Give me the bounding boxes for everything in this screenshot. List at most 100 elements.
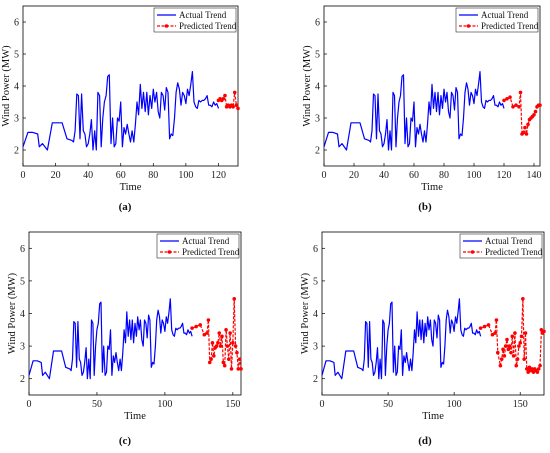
- predicted-point: [524, 132, 529, 136]
- panel-label: (a): [119, 201, 132, 213]
- y-tick-label: 2: [20, 374, 25, 385]
- predicted-point: [521, 130, 526, 135]
- predicted-point: [518, 341, 523, 345]
- predicted-point: [523, 125, 527, 130]
- x-tick-label: 120: [497, 170, 512, 181]
- predicted-point: [501, 347, 505, 352]
- predicted-point: [236, 367, 241, 371]
- y-axis-label: Wind Power (MW): [300, 272, 311, 354]
- predicted-point: [205, 331, 209, 335]
- predicted-point: [502, 354, 507, 358]
- legend-entry: Actual Trend: [481, 10, 529, 20]
- predicted-point: [224, 328, 228, 332]
- predicted-point: [494, 318, 499, 322]
- panel-c: 2 3 4 5 6 0 50 100 150 Time Wind Power (MW) Actual …: [7, 231, 243, 447]
- predicted-point: [221, 97, 226, 101]
- predicted-point: [216, 341, 220, 345]
- predicted-point: [226, 357, 231, 361]
- x-tick-label: 0: [322, 170, 327, 181]
- predicted-point: [210, 341, 215, 345]
- legend-box: [153, 7, 237, 33]
- predicted-point: [502, 98, 506, 103]
- x-tick-label: 100: [178, 170, 193, 181]
- y-tick-label: 2: [14, 146, 19, 157]
- predicted-point: [503, 344, 508, 348]
- panel-label: (b): [418, 201, 432, 213]
- predicted-point: [235, 350, 239, 355]
- predicted-point: [206, 318, 211, 322]
- x-tick-label: 20: [51, 170, 61, 181]
- panel-label: (d): [418, 435, 432, 447]
- predicted-point: [527, 365, 532, 370]
- predicted-point: [490, 332, 495, 337]
- legend-marker: [164, 24, 169, 28]
- predicted-point: [514, 103, 518, 107]
- x-tick-label: 0: [27, 399, 32, 410]
- predicted-point: [522, 357, 526, 361]
- series-line-actual: [321, 298, 482, 380]
- predicted-point: [214, 344, 219, 348]
- x-tick-label: 60: [116, 170, 126, 181]
- predicted-point: [482, 324, 487, 329]
- legend-entry: Predicted Trend: [182, 247, 240, 257]
- y-tick-label: 6: [14, 18, 19, 29]
- predicted-point: [542, 329, 546, 334]
- predicted-point: [521, 297, 525, 301]
- x-tick-label: 100: [467, 170, 482, 181]
- predicted-point: [538, 363, 542, 368]
- x-tick-label: 150: [225, 399, 240, 410]
- x-axis-label: Time: [422, 411, 444, 422]
- predicted-point: [202, 332, 207, 337]
- y-tick-label: 3: [315, 114, 320, 125]
- predicted-point: [515, 357, 520, 361]
- x-tick-label: 150: [513, 399, 528, 410]
- x-tick-label: 100: [157, 399, 172, 410]
- predicted-point: [232, 297, 237, 301]
- predicted-point: [506, 347, 511, 352]
- panel-d: 2 3 4 5 6 0 50 100 150 Time Wind Power (MW) Actual …: [300, 231, 546, 447]
- series-line-actual: [22, 70, 220, 151]
- x-tick-label: 0: [21, 170, 26, 181]
- x-tick-label: 50: [92, 399, 102, 410]
- predicted-point: [231, 341, 235, 345]
- predicted-point: [209, 357, 213, 361]
- predicted-point: [190, 326, 194, 330]
- y-tick-label: 4: [313, 309, 318, 320]
- predicted-point: [526, 370, 530, 374]
- x-tick-label: 80: [148, 170, 158, 181]
- y-tick-label: 5: [20, 276, 25, 287]
- predicted-point: [538, 103, 542, 107]
- predicted-point: [221, 360, 226, 365]
- x-tick-label: 60: [409, 170, 419, 181]
- predicted-point: [234, 103, 239, 107]
- predicted-point: [236, 106, 240, 111]
- predicted-point: [525, 367, 529, 371]
- x-tick-label: 40: [379, 170, 389, 181]
- predicted-point: [509, 350, 513, 355]
- y-tick-label: 5: [313, 276, 318, 287]
- predicted-point: [217, 331, 222, 335]
- y-tick-label: 6: [20, 244, 25, 255]
- predicted-point: [222, 363, 227, 368]
- y-tick-label: 3: [313, 342, 318, 353]
- y-tick-label: 2: [315, 146, 320, 157]
- predicted-point: [478, 326, 483, 330]
- predicted-point: [218, 344, 223, 348]
- x-tick-label: 20: [349, 170, 359, 181]
- predicted-point: [493, 331, 497, 335]
- x-axis-label: Time: [120, 182, 142, 193]
- predicted-point: [507, 344, 512, 348]
- x-tick-label: 40: [83, 170, 93, 181]
- predicted-point: [511, 105, 515, 109]
- predicted-point: [231, 105, 235, 109]
- predicted-point: [523, 331, 528, 335]
- y-axis-label: Wind Power (MW): [7, 272, 18, 354]
- y-tick-label: 4: [315, 82, 320, 93]
- y-tick-label: 4: [20, 309, 25, 320]
- series-line-predicted: [191, 298, 242, 370]
